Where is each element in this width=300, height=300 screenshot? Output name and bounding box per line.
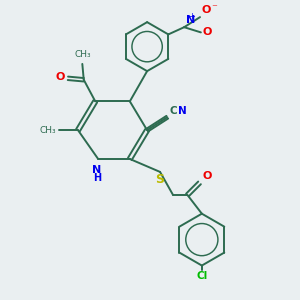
Text: C: C: [169, 106, 177, 116]
Text: ⁻: ⁻: [211, 4, 217, 14]
Text: O: O: [202, 171, 212, 181]
Text: H: H: [93, 172, 101, 182]
Text: N: N: [178, 106, 187, 116]
Text: CH₃: CH₃: [74, 50, 91, 59]
Text: Cl: Cl: [196, 271, 208, 281]
Text: O: O: [202, 27, 212, 38]
Text: CH₃: CH₃: [39, 126, 56, 135]
Text: S: S: [156, 173, 165, 186]
Text: O: O: [202, 5, 211, 15]
Text: N: N: [92, 165, 101, 175]
Text: O: O: [55, 72, 64, 82]
Text: N: N: [186, 16, 195, 26]
Text: +: +: [188, 12, 195, 21]
